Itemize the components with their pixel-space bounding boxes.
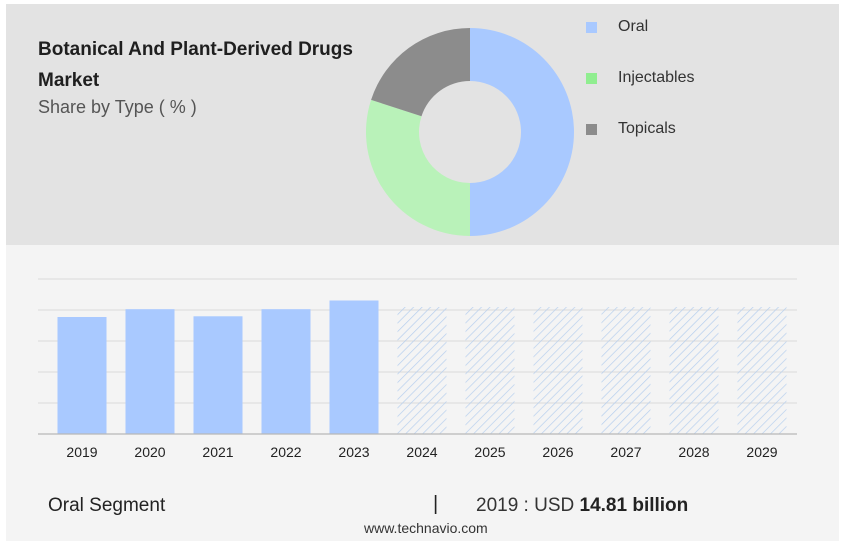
x-tick-label: 2028: [678, 444, 709, 460]
segment-label: Oral Segment: [48, 495, 166, 516]
x-tick-label: 2022: [270, 444, 301, 460]
forecast-bar-2027: [601, 307, 651, 434]
bar-2020: [125, 309, 175, 434]
footer-separator: |: [433, 493, 439, 515]
x-tick-label: 2025: [474, 444, 505, 460]
forecast-bar-2026: [533, 307, 583, 434]
legend-label-injectables: Injectables: [618, 69, 695, 86]
x-tick-label: 2019: [66, 444, 97, 460]
chart-subtitle: Share by Type ( % ): [38, 97, 197, 117]
bar-2021: [193, 316, 243, 434]
donut-slice-topicals: [371, 28, 470, 117]
x-tick-label: 2024: [406, 444, 437, 460]
forecast-bar-2028: [669, 307, 719, 434]
legend-label-oral: Oral: [618, 18, 649, 35]
legend-swatch-injectables: [586, 73, 597, 84]
segment-value: 2019 : USD 14.81 billion: [476, 495, 688, 517]
x-tick-label: 2021: [202, 444, 233, 460]
bar-2022: [261, 309, 311, 434]
x-tick-label: 2027: [610, 444, 641, 460]
legend-swatch-oral: [586, 22, 597, 33]
forecast-bar-2025: [465, 307, 515, 434]
x-tick-label: 2020: [134, 444, 165, 460]
donut-slice-oral: [470, 28, 574, 236]
x-tick-label: 2023: [338, 444, 369, 460]
chart-title: Botanical And Plant-Derived Drugs Market: [38, 39, 353, 91]
x-tick-label: 2026: [542, 444, 573, 460]
donut-slice-injectables: [366, 99, 470, 236]
bar-2019: [57, 317, 107, 434]
legend-label-topicals: Topicals: [618, 120, 676, 137]
forecast-bar-2024: [397, 307, 447, 434]
bar-2023: [329, 300, 379, 434]
bar-chart: 2019 2020 2021 2022 2023 2024 2025 2026 2027 2028…: [38, 278, 797, 460]
x-tick-label: 2029: [746, 444, 777, 460]
segment-year-text: 2019 : USD: [476, 495, 575, 516]
legend-swatch-topicals: [586, 124, 597, 135]
donut-chart: [366, 28, 574, 236]
forecast-bar-2029: [737, 307, 787, 434]
segment-value-text: 14.81 billion: [579, 495, 689, 516]
source-link[interactable]: www.technavio.com: [364, 520, 488, 536]
